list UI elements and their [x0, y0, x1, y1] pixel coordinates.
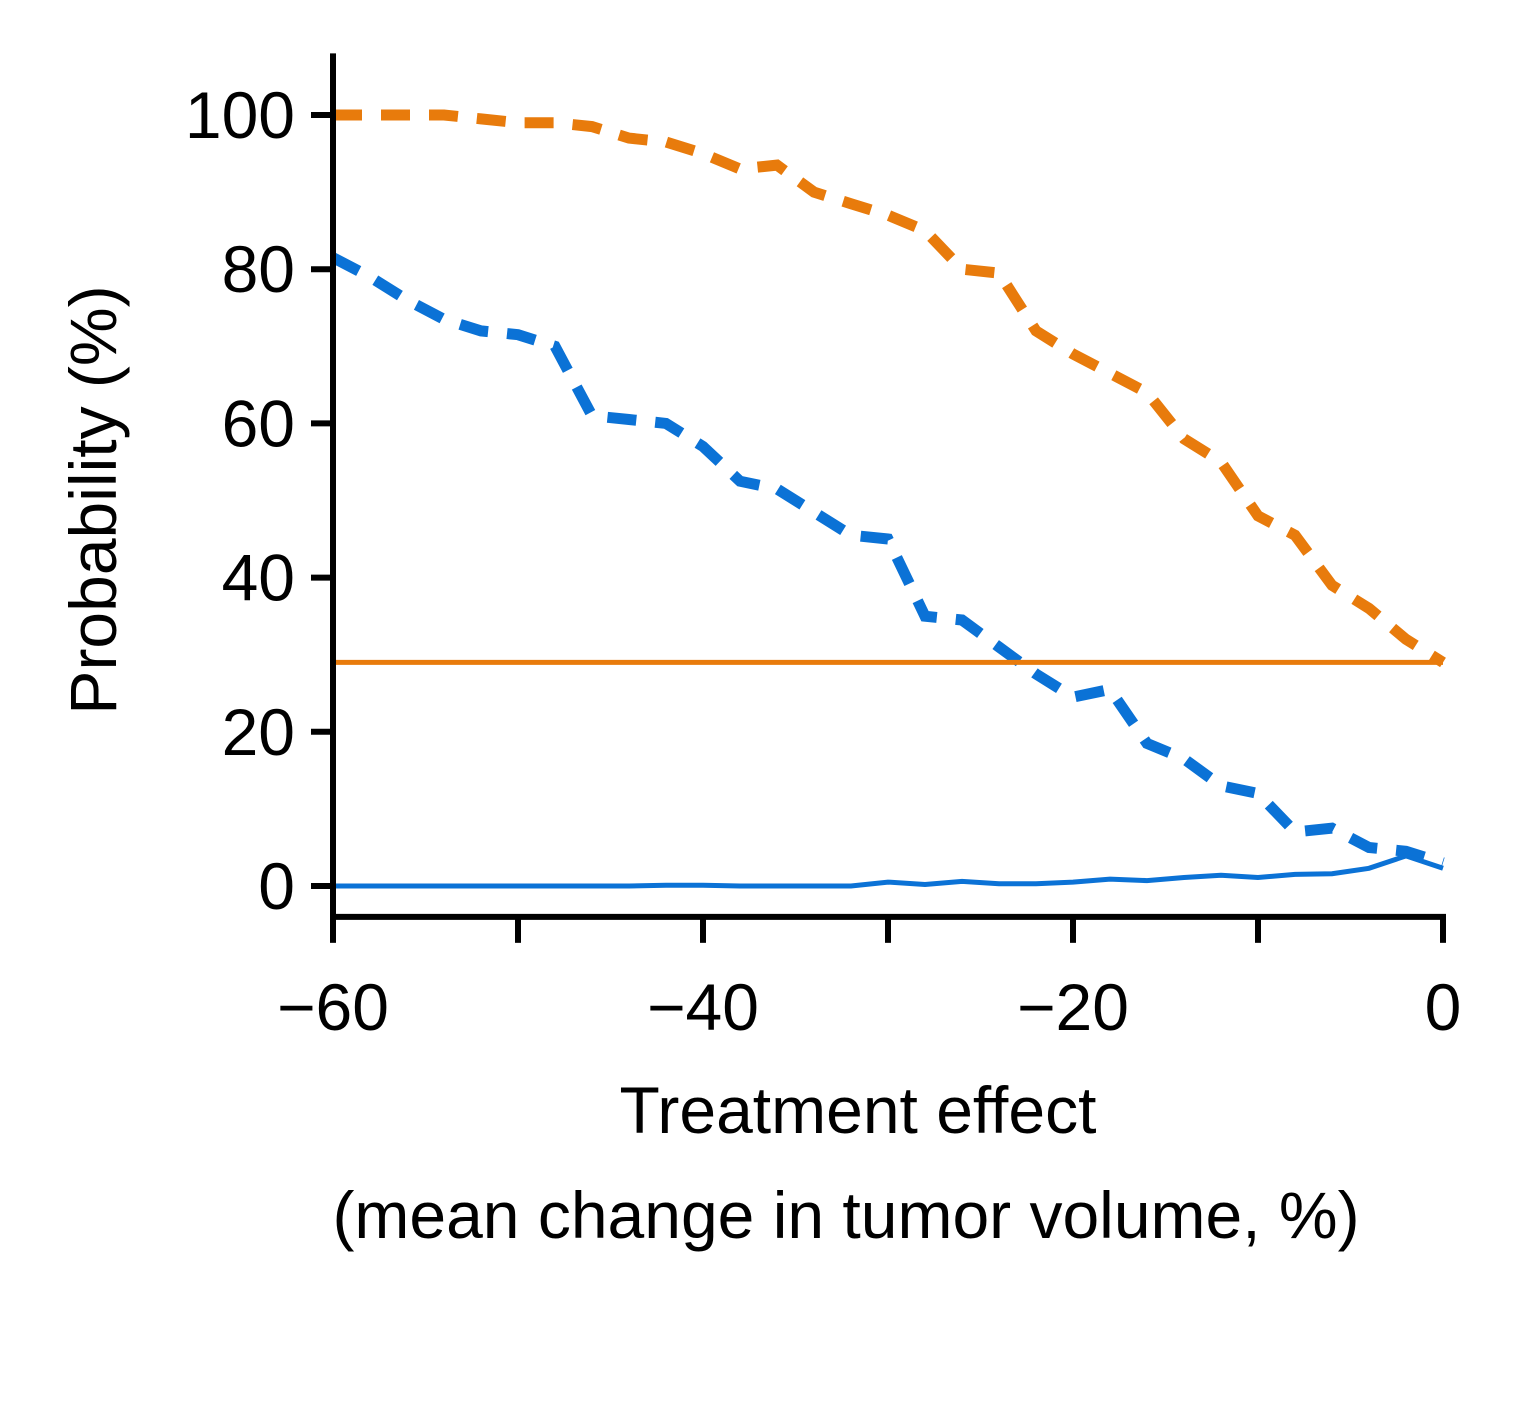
y-tick-label: 60 — [222, 386, 295, 460]
x-tick-label: −40 — [647, 970, 759, 1044]
x-tick-label: −20 — [1017, 970, 1129, 1044]
series-line-2-dashed — [330, 252, 1445, 869]
y-axis-title: Probability (%) — [56, 285, 130, 714]
axes-layer: 0 20 40 60 80 100 −60 −40 −20 0 — [185, 53, 1461, 1044]
y-tick-label: 20 — [222, 695, 295, 769]
y-tick-label: 100 — [185, 78, 295, 152]
x-tick-label: −60 — [277, 970, 389, 1044]
y-tick-label: 0 — [258, 849, 295, 923]
x-axis-ticks: −60 −40 −20 0 — [277, 916, 1462, 1044]
series-layer — [330, 109, 1446, 889]
x-tick-label: 0 — [1425, 970, 1462, 1044]
y-tick-label: 80 — [222, 232, 295, 306]
series-line-1-dashed — [333, 109, 1446, 668]
x-axis-title: Treatment effect — [620, 1073, 1097, 1147]
y-axis-ticks: 0 20 40 60 80 100 — [185, 78, 333, 923]
y-tick-label: 40 — [222, 541, 295, 615]
series-line-4-solid — [333, 853, 1444, 889]
x-axis-subtitle: (mean change in tumor volume, %) — [332, 1178, 1359, 1252]
